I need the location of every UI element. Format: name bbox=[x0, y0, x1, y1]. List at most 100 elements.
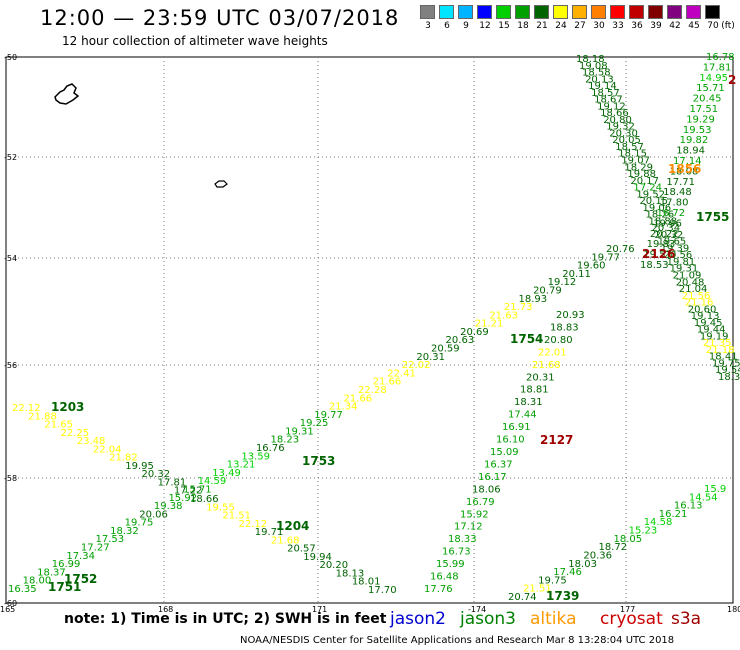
map-title: 12:00 — 23:59 UTC 03/07/2018 bbox=[40, 6, 400, 30]
credit-line: NOAA/NESDIS Center for Satellite Applica… bbox=[240, 635, 675, 646]
lon-label: 171 bbox=[312, 605, 327, 614]
wave-height-label: 20.56 bbox=[664, 250, 693, 261]
wave-height-label: 20.15 bbox=[639, 196, 668, 207]
wave-height-label: 18.31 bbox=[514, 397, 543, 408]
wave-height-label: 20.30 bbox=[609, 128, 638, 139]
satellite-name-altika: altika bbox=[530, 609, 577, 629]
wave-height-label: 19.31 bbox=[285, 426, 314, 437]
wave-height-label: 19.06 bbox=[642, 203, 671, 214]
wave-height-label: 20.48 bbox=[676, 277, 705, 288]
wave-height-label: 19.12 bbox=[548, 277, 577, 288]
wave-height-label: 16.79 bbox=[466, 497, 495, 508]
wave-height-label: 18.08 bbox=[670, 166, 699, 177]
wave-height-label: 17.81 bbox=[158, 477, 187, 488]
wave-height-label: 19.55 bbox=[206, 502, 235, 513]
wave-height-label: 13.59 bbox=[241, 451, 270, 462]
satellite-name-jason2: jason2 bbox=[390, 609, 446, 629]
wave-height-label: 19.31 bbox=[670, 264, 699, 275]
wave-height-label: 18.53 bbox=[640, 260, 669, 271]
wave-height-label: 21.82 bbox=[109, 453, 138, 464]
legend-swatch bbox=[515, 5, 530, 19]
wave-height-label: 20.32 bbox=[655, 230, 684, 241]
map-subtitle: 12 hour collection of altimeter wave hei… bbox=[62, 34, 328, 48]
wave-height-label: 19.52 bbox=[636, 189, 665, 200]
wave-height-label: 22.25 bbox=[61, 428, 90, 439]
lon-label: -174 bbox=[468, 605, 486, 614]
lat-label: -54 bbox=[4, 254, 17, 263]
legend-label: 27 bbox=[574, 21, 586, 31]
legend-label: 24 bbox=[555, 21, 567, 31]
wave-height-label: 21.66 bbox=[373, 377, 402, 388]
lat-label: -56 bbox=[4, 361, 17, 370]
legend-unit: (ft) bbox=[721, 21, 735, 31]
legend-label: 70 bbox=[707, 21, 719, 31]
wave-height-label: 20.06 bbox=[139, 509, 168, 520]
wave-height-label: 21.65 bbox=[44, 420, 73, 431]
satellite-name-jason3: jason3 bbox=[460, 609, 516, 629]
wave-height-label: 17.80 bbox=[660, 198, 689, 209]
wave-height-label: 20.11 bbox=[562, 269, 591, 280]
wave-height-label: 18.88 bbox=[649, 216, 678, 227]
wave-height-label: 18.37 bbox=[37, 567, 66, 578]
wave-height-label: 14.54 bbox=[689, 492, 718, 503]
legend-label: 9 bbox=[463, 21, 469, 31]
wave-height-label: 18.66 bbox=[600, 108, 629, 119]
track-time-label: 1739 bbox=[546, 589, 579, 603]
wave-height-label: 16.48 bbox=[430, 572, 459, 583]
wave-height-label: 17.70 bbox=[368, 585, 397, 596]
wave-height-label: 19.07 bbox=[621, 155, 650, 166]
track-time-label: 1204 bbox=[276, 519, 309, 533]
legend-label: 15 bbox=[498, 21, 510, 31]
wave-height-label: 18.29 bbox=[624, 162, 653, 173]
wave-height-label: 21.34 bbox=[329, 402, 358, 413]
graticule bbox=[6, 57, 733, 603]
legend-swatch bbox=[439, 5, 454, 19]
wave-height-label: 18.94 bbox=[676, 146, 705, 157]
wave-height-label: 20.63 bbox=[446, 335, 475, 346]
wave-height-label: 17.44 bbox=[508, 410, 537, 421]
wave-height-label: 16.76 bbox=[256, 443, 285, 454]
wave-height-label: 21.51 bbox=[222, 511, 251, 522]
track-time-label: 1755 bbox=[696, 210, 729, 224]
wave-height-label: 19.54 bbox=[715, 365, 740, 376]
wave-height-label: 19.08 bbox=[579, 61, 608, 72]
wave-height-label: 18.58 bbox=[582, 68, 611, 79]
wave-height-label: 16.21 bbox=[659, 509, 688, 520]
wave-height-label: 15.71 bbox=[696, 83, 725, 94]
wave-height-label: 16.13 bbox=[674, 501, 703, 512]
wave-height-label: 20.79 bbox=[533, 285, 562, 296]
wave-height-label: 18.93 bbox=[518, 294, 547, 305]
wave-height-label: 17.34 bbox=[66, 551, 95, 562]
wave-height-label: 19.38 bbox=[154, 501, 183, 512]
wave-height-label: 20.93 bbox=[556, 310, 585, 321]
wave-height-label: 16.72 bbox=[657, 208, 686, 219]
legend-swatch bbox=[610, 5, 625, 19]
legend-swatch bbox=[420, 5, 435, 19]
wave-height-label: 16.35 bbox=[8, 584, 37, 595]
lon-label: 177 bbox=[620, 605, 635, 614]
wave-height-label: 18.05 bbox=[614, 534, 643, 545]
wave-height-label: 21.68 bbox=[271, 535, 300, 546]
wave-height-label: 19.60 bbox=[577, 261, 606, 272]
legend-swatch bbox=[705, 5, 720, 19]
wave-height-label: 20.13 bbox=[585, 74, 614, 85]
legend-label: 6 bbox=[444, 21, 450, 31]
wave-height-label: 15.71 bbox=[183, 484, 212, 495]
track-time-label: 2 bbox=[728, 73, 736, 87]
wave-height-label: 19.44 bbox=[697, 325, 726, 336]
wave-height-label: 14.95 bbox=[699, 73, 728, 84]
wave-height-label: 20.32 bbox=[141, 469, 170, 480]
wave-height-label: 17.46 bbox=[553, 567, 582, 578]
wave-height-label: 22.01 bbox=[538, 347, 567, 358]
altimeter-tracks: 16.3518.0018.3716.9917.3417.2717.5318.32… bbox=[8, 52, 740, 603]
wave-height-label: 19.96 bbox=[653, 218, 682, 229]
wave-height-label: 21.21 bbox=[475, 319, 504, 330]
wave-height-label: 20.74 bbox=[508, 592, 537, 603]
wave-height-label: 17.12 bbox=[454, 522, 483, 533]
wave-height-label: 20.76 bbox=[606, 244, 635, 255]
wave-height-label: 16.91 bbox=[502, 422, 531, 433]
wave-height-label: 17.22 bbox=[174, 486, 203, 497]
wave-height-label: 18.66 bbox=[190, 494, 219, 505]
